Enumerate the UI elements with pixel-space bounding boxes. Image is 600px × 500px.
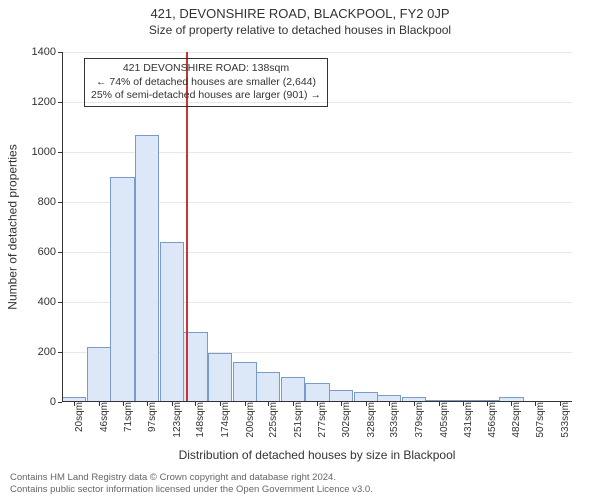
xtick-label: 353sqm [385, 402, 400, 438]
annotation-line: ← 74% of detached houses are smaller (2,… [91, 76, 321, 90]
xtick-label: 174sqm [216, 402, 231, 438]
footer-attribution: Contains HM Land Registry data © Crown c… [10, 472, 373, 496]
xtick-label: 379sqm [410, 402, 425, 438]
chart-container: 421, DEVONSHIRE ROAD, BLACKPOOL, FY2 0JP… [0, 0, 600, 500]
xtick-label: 328sqm [362, 402, 377, 438]
xtick-label: 225sqm [264, 402, 279, 438]
xtick-label: 482sqm [507, 402, 522, 438]
annotation-box: 421 DEVONSHIRE ROAD: 138sqm← 74% of deta… [84, 58, 328, 107]
histogram-bar [110, 177, 134, 402]
histogram-bar [281, 377, 305, 402]
ytick-label: 200 [38, 346, 62, 358]
y-axis [62, 52, 63, 402]
histogram-bar [160, 242, 184, 402]
xtick-label: 148sqm [191, 402, 206, 438]
xtick-label: 405sqm [435, 402, 450, 438]
ytick-label: 400 [38, 296, 62, 308]
xtick-label: 200sqm [241, 402, 256, 438]
ytick-label: 600 [38, 246, 62, 258]
histogram-bar [233, 362, 257, 402]
xtick-label: 71sqm [119, 402, 134, 432]
histogram-bar [87, 347, 111, 402]
plot-area: 421 DEVONSHIRE ROAD: 138sqm← 74% of deta… [62, 52, 572, 402]
xtick-label: 20sqm [70, 402, 85, 432]
footer-line1: Contains HM Land Registry data © Crown c… [10, 472, 373, 484]
y-axis-label: Number of detached properties [6, 52, 20, 402]
xtick-label: 533sqm [556, 402, 571, 438]
xtick-label: 251sqm [289, 402, 304, 438]
x-axis-label: Distribution of detached houses by size … [62, 448, 572, 462]
xtick-label: 302sqm [337, 402, 352, 438]
ytick-label: 0 [50, 396, 62, 408]
xtick-label: 431sqm [459, 402, 474, 438]
xtick-label: 97sqm [143, 402, 158, 432]
ytick-label: 1200 [32, 96, 62, 108]
annotation-line: 25% of semi-detached houses are larger (… [91, 89, 321, 103]
chart-subtitle: Size of property relative to detached ho… [0, 21, 600, 37]
ytick-label: 1000 [32, 146, 62, 158]
annotation-line: 421 DEVONSHIRE ROAD: 138sqm [91, 62, 321, 76]
gridline [62, 52, 572, 53]
histogram-bar [135, 135, 159, 403]
histogram-bar [208, 353, 232, 402]
footer-line2: Contains public sector information licen… [10, 484, 373, 496]
histogram-bar [305, 383, 329, 402]
xtick-label: 123sqm [168, 402, 183, 438]
xtick-label: 46sqm [95, 402, 110, 432]
xtick-label: 277sqm [313, 402, 328, 438]
ytick-label: 1400 [32, 46, 62, 58]
xtick-label: 507sqm [531, 402, 546, 438]
histogram-bar [256, 372, 280, 402]
chart-title: 421, DEVONSHIRE ROAD, BLACKPOOL, FY2 0JP [0, 0, 600, 21]
xtick-label: 456sqm [483, 402, 498, 438]
ytick-label: 800 [38, 196, 62, 208]
